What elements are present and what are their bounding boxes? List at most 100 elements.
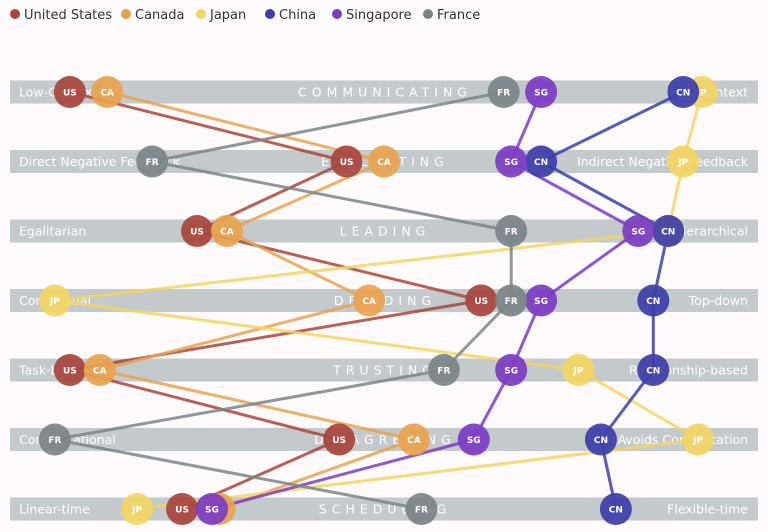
point-marker <box>181 215 213 247</box>
point-marker <box>525 284 558 317</box>
point-jp-evaluating[interactable]: JP <box>667 145 700 178</box>
point-label: CA <box>362 297 376 307</box>
point-marker <box>427 354 460 386</box>
point-label: CN <box>534 158 548 168</box>
point-marker <box>166 493 199 525</box>
point-sg-evaluating[interactable]: SG <box>495 145 528 178</box>
legend-label: Japan <box>209 8 246 23</box>
legend-item-ca[interactable]: Canada <box>121 8 184 23</box>
point-fr-trusting[interactable]: FR <box>427 354 460 386</box>
point-us-communicating[interactable]: US <box>53 76 86 108</box>
point-label: CA <box>93 366 107 376</box>
series-nodes: USUSUSUSUSUSUSCACACACACACACAJPJPJPJPJPJP… <box>38 76 718 525</box>
point-label: CN <box>646 366 660 376</box>
point-sg-trusting[interactable]: SG <box>495 354 528 386</box>
point-sg-deciding[interactable]: SG <box>525 284 558 317</box>
point-marker <box>652 215 685 247</box>
point-cn-disagreeing[interactable]: CN <box>584 423 617 456</box>
point-sg-leading[interactable]: SG <box>622 215 655 247</box>
point-us-disagreeing[interactable]: US <box>323 423 356 456</box>
point-fr-scheduling[interactable]: FR <box>405 493 438 525</box>
point-fr-disagreeing[interactable]: FR <box>38 423 71 456</box>
point-marker <box>637 284 670 317</box>
point-us-deciding[interactable]: US <box>465 284 498 317</box>
point-cn-leading[interactable]: CN <box>652 215 685 247</box>
point-ca-communicating[interactable]: CA <box>91 76 124 108</box>
point-label: JP <box>692 436 703 446</box>
point-label: FR <box>415 505 428 515</box>
point-jp-trusting[interactable]: JP <box>562 354 595 386</box>
point-ca-trusting[interactable]: CA <box>83 354 116 386</box>
point-ca-deciding[interactable]: CA <box>353 284 386 317</box>
legend-item-jp[interactable]: Japan <box>196 8 246 23</box>
legend-item-us[interactable]: United States <box>10 8 112 23</box>
point-jp-deciding[interactable]: JP <box>38 284 71 317</box>
point-marker <box>397 423 430 456</box>
point-label: US <box>175 505 189 515</box>
point-label: SG <box>205 505 219 515</box>
point-marker <box>38 423 71 456</box>
point-sg-communicating[interactable]: SG <box>525 76 558 108</box>
legend-item-fr[interactable]: France <box>423 8 480 23</box>
point-marker <box>53 354 86 386</box>
point-cn-communicating[interactable]: CN <box>667 76 700 108</box>
point-marker <box>136 145 169 178</box>
scale-left-label: Linear-time <box>19 502 90 517</box>
point-cn-deciding[interactable]: CN <box>637 284 670 317</box>
point-cn-evaluating[interactable]: CN <box>525 145 558 178</box>
point-us-leading[interactable]: US <box>181 215 213 247</box>
point-marker <box>210 215 243 247</box>
legend-swatch <box>196 9 206 19</box>
legend-label: Canada <box>135 8 184 23</box>
point-marker <box>487 76 520 108</box>
legend-item-sg[interactable]: Singapore <box>332 8 412 23</box>
point-sg-disagreeing[interactable]: SG <box>457 423 490 456</box>
scale-left-label: Egalitarian <box>19 224 86 239</box>
point-fr-communicating[interactable]: FR <box>487 76 520 108</box>
point-us-trusting[interactable]: US <box>53 354 86 386</box>
point-label: SG <box>534 297 548 307</box>
point-sg-scheduling[interactable]: SG <box>195 493 228 525</box>
point-marker <box>368 145 400 178</box>
legend: United States Canada Japan China Singapore Fr… <box>10 8 480 23</box>
point-label: FR <box>505 227 518 237</box>
legend-item-cn[interactable]: China <box>265 8 316 23</box>
point-cn-trusting[interactable]: CN <box>637 354 670 386</box>
point-marker <box>465 284 498 317</box>
legend-label: United States <box>24 8 112 23</box>
legend-swatch <box>332 9 342 19</box>
point-fr-deciding[interactable]: FR <box>495 284 528 317</box>
point-us-scheduling[interactable]: US <box>166 493 199 525</box>
point-label: FR <box>437 366 450 376</box>
point-label: CN <box>594 436 608 446</box>
point-us-evaluating[interactable]: US <box>330 145 363 178</box>
point-marker <box>457 423 490 456</box>
scale-title: TRUSTING <box>332 363 437 378</box>
point-cn-scheduling[interactable]: CN <box>599 493 632 525</box>
point-marker <box>121 493 154 525</box>
legend-swatch <box>423 9 433 19</box>
point-label: FR <box>146 158 159 168</box>
point-label: CN <box>676 88 690 98</box>
scale-band <box>10 428 758 451</box>
point-label: US <box>332 436 346 446</box>
point-label: US <box>340 158 354 168</box>
point-marker <box>525 76 558 108</box>
point-label: FR <box>48 436 61 446</box>
legend-swatch <box>121 9 131 19</box>
point-jp-disagreeing[interactable]: JP <box>682 423 715 456</box>
point-label: SG <box>534 88 548 98</box>
point-ca-leading[interactable]: CA <box>210 215 243 247</box>
point-marker <box>330 145 363 178</box>
point-ca-disagreeing[interactable]: CA <box>397 423 430 456</box>
point-fr-evaluating[interactable]: FR <box>136 145 169 178</box>
point-marker <box>667 76 700 108</box>
scale-title: LEADING <box>340 224 431 239</box>
point-fr-leading[interactable]: FR <box>495 215 528 247</box>
scale-right-label: Indirect Negative Feedback <box>577 154 749 169</box>
scale-title: COMMUNICATING <box>298 85 472 100</box>
point-ca-evaluating[interactable]: CA <box>368 145 400 178</box>
point-jp-scheduling[interactable]: JP <box>121 493 154 525</box>
point-marker <box>495 215 528 247</box>
